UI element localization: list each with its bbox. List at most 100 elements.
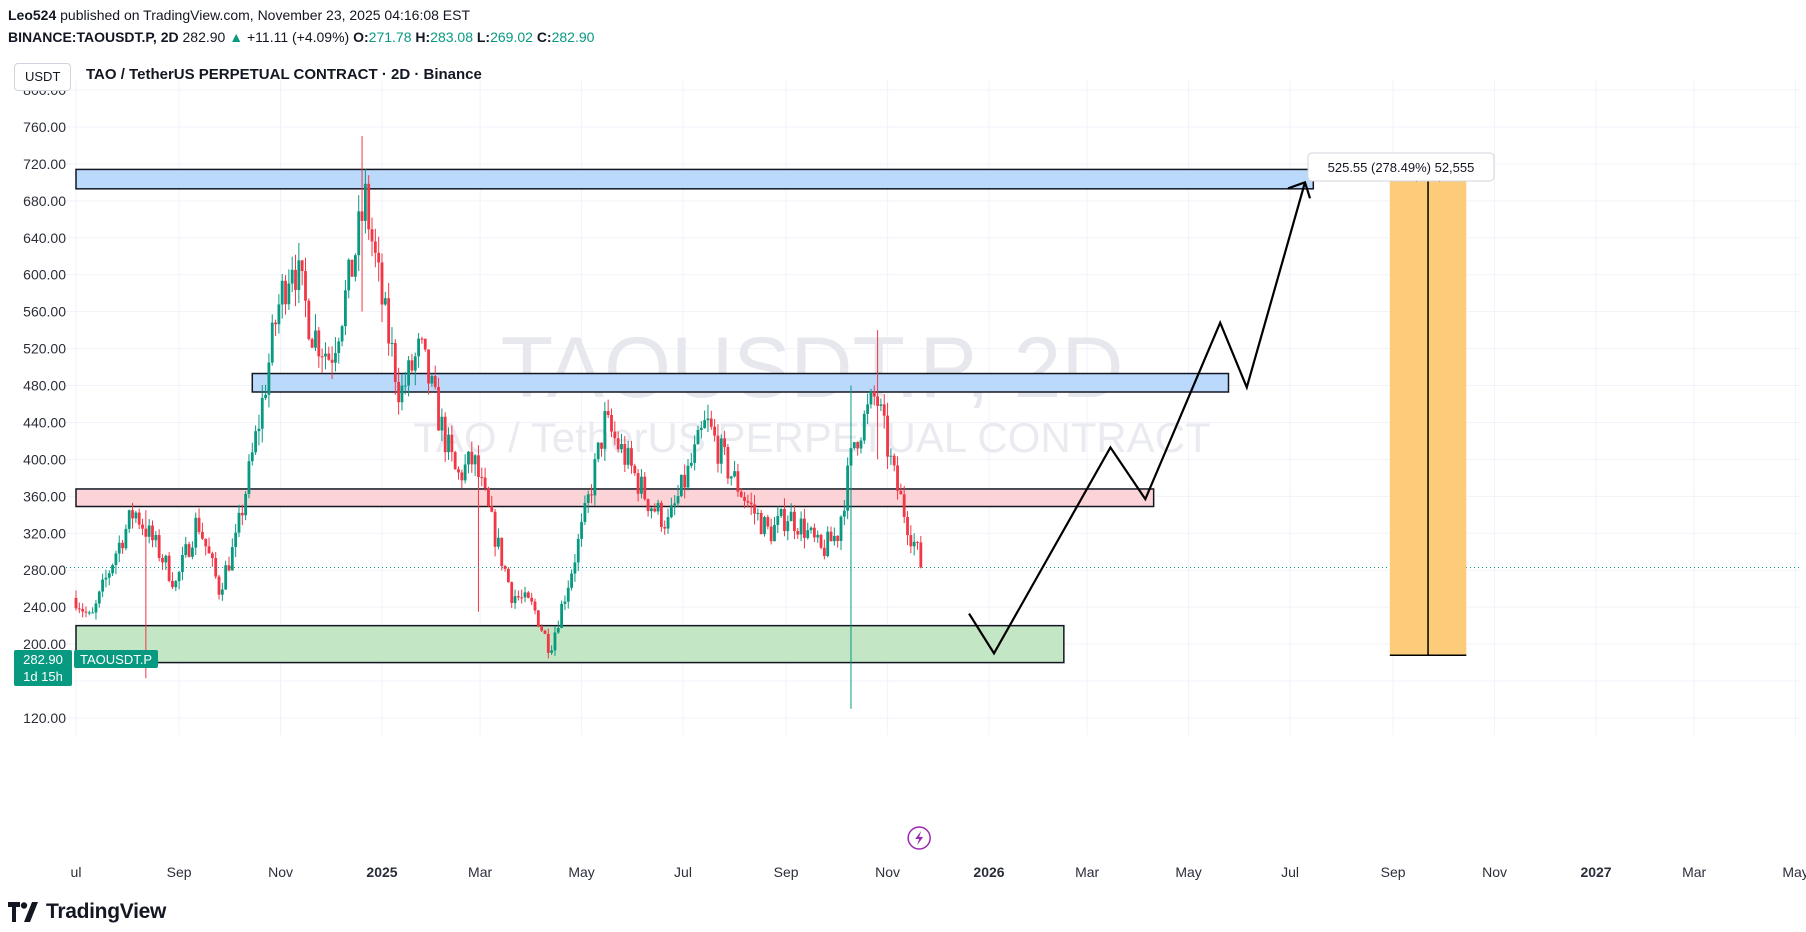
tradingview-logo-icon [8,902,38,922]
y-axis-label: 760.00 [23,119,66,135]
candle-body [713,426,717,436]
candle-body [862,413,866,441]
candle-body [84,611,88,613]
candle-body [480,477,484,479]
candle-body [380,262,384,305]
projection-path[interactable] [968,182,1307,656]
candle-body [274,322,277,325]
candle-body [610,414,613,432]
candle-body [294,269,297,290]
candle-body [117,542,121,554]
candle-body [413,356,417,371]
candle-body [856,442,860,449]
candle-body [467,451,470,465]
candle-body [796,531,800,535]
candle-body [543,630,547,634]
candle-body [417,338,420,357]
candle-body [866,404,870,414]
candle-body [244,493,248,516]
candle-body [799,518,803,535]
y-axis-label: 560.00 [23,304,66,320]
candle-body [287,283,291,305]
published-text: published on TradingView.com, November 2… [60,7,471,23]
candle-body [184,544,188,556]
candle-body [786,521,790,532]
zone-support-mid[interactable] [75,488,1155,508]
zone-demand-lower[interactable] [75,624,1065,664]
candle-body [889,455,893,457]
candle-body [124,528,128,549]
candle-body [267,362,271,395]
candle-body [849,448,853,466]
price-badge-countdown: 1d 15h [23,669,63,684]
candle-body [763,517,766,535]
candle-body [317,330,321,357]
currency-chip[interactable]: USDT [14,63,72,91]
candle-body [600,442,603,449]
measure-label-box [1307,152,1495,182]
candle-body [314,330,317,348]
candle-body [916,541,919,543]
y-axis-label: 200.00 [23,636,66,652]
candle-body [403,385,407,387]
candle-body [410,360,414,371]
candle-body [719,438,723,464]
ohlc-legend: BINANCE:TAOUSDT.P, 2D 282.90 ▲ +11.11 (+… [8,29,594,45]
candle-body [114,553,118,566]
candle-body [370,229,374,242]
candle-body [460,472,464,481]
x-axis-label: May [1782,864,1806,880]
candle-body [327,353,331,360]
candle-body [643,476,647,500]
candle-body [387,298,391,344]
watermark-symbol: TAOUSDT.P, 2D [501,320,1124,416]
close-label: C: [536,29,552,45]
candle-body [646,499,650,512]
candle-body [334,353,337,363]
x-axis-label: Sep [1381,864,1406,880]
symbol-label: BINANCE:TAOUSDT.P, 2D [8,29,179,45]
candle-body [307,300,311,340]
candle-body [620,443,623,450]
candle-body [733,471,736,477]
candle-body [640,476,643,494]
candle-body [879,404,883,406]
candle-body [144,528,148,537]
tradingview-logo[interactable]: TradingView [8,900,166,924]
candle-body [576,538,580,563]
candle-body [689,462,693,466]
candle-body [470,451,474,465]
candle-body [254,431,258,453]
last-price: 282.90 [182,29,226,45]
x-axis-label: May [1175,864,1201,880]
candle-body [147,525,151,537]
symbol-tag-text: TAOUSDT.P [80,652,152,667]
candle-body [590,494,593,496]
candle-body [659,502,663,528]
candle-body [826,531,830,557]
author-name[interactable]: Leo524 [8,7,57,23]
candle-body [497,537,500,547]
zone-supply-upper[interactable] [75,168,1315,190]
candle-body [759,512,763,535]
price-badge[interactable] [14,650,72,686]
y-axis-label: 440.00 [23,414,66,430]
candle-body [892,455,896,466]
y-axis-label: 360.00 [23,488,66,504]
price-change: +11.11 (+4.09%) [246,29,350,45]
zone-resistance-mid[interactable] [251,372,1230,393]
candle-body [633,465,637,474]
candle-body [769,526,773,542]
candle-body [260,398,264,429]
candle-body [430,376,434,384]
candle-body [127,510,131,529]
candle-body [134,512,138,519]
candle-body [121,542,124,549]
close-value: 282.90 [551,29,595,45]
candle-body [679,474,683,497]
candle-body [433,376,437,387]
candle-body [872,391,876,397]
x-axis-label: 2025 [366,864,397,880]
open-label: O: [353,29,369,45]
